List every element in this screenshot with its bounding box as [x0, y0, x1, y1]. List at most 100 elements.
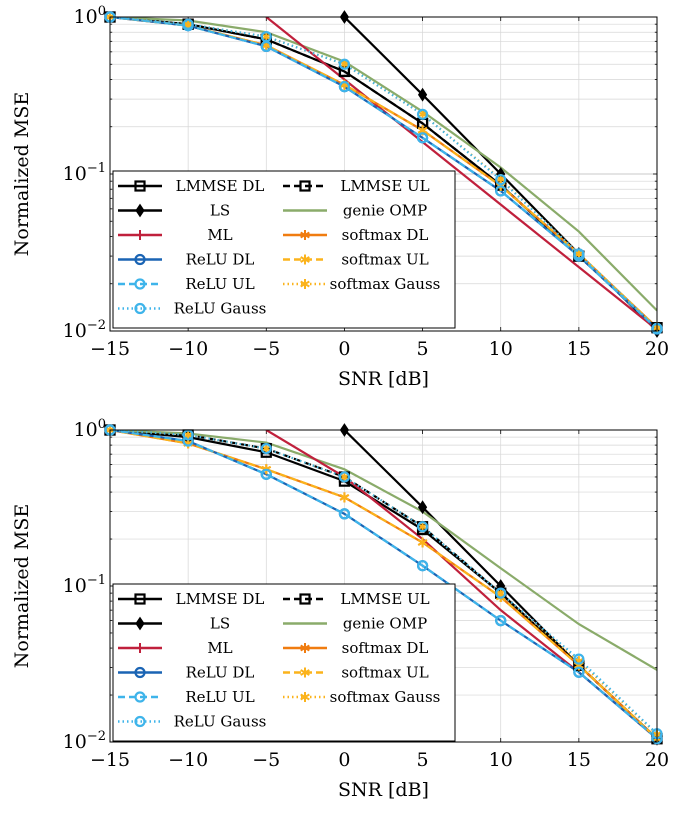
legend: LMMSE DL LMMSE UL LS genie OMP ML softmax DL R… — [112, 170, 456, 329]
series-10-point — [416, 521, 429, 533]
x-tick-label: 15 — [567, 338, 591, 360]
legend-entry-label: softmax Gauss — [330, 275, 441, 293]
plot-frame — [109, 16, 658, 332]
y-tick-exponent: −2 — [87, 729, 106, 744]
y-axis-label: Normalized MSE — [11, 504, 33, 668]
legend-swatch-marker — [134, 715, 146, 728]
series-8-point — [416, 132, 429, 144]
legend-entry-label: softmax UL — [341, 664, 428, 682]
legend-swatch-marker — [134, 278, 146, 290]
series-10-point — [573, 653, 585, 665]
legend-entry-label: ReLU UL — [185, 688, 254, 706]
legend-box — [112, 583, 456, 742]
legend-entry-label: ML — [207, 639, 232, 657]
x-tick-label: 20 — [645, 749, 669, 771]
plot-frame — [109, 429, 658, 743]
y-tick-base: 10 — [74, 6, 98, 28]
y-tick-label: 10−1 — [63, 573, 106, 597]
legend-swatch-marker — [300, 643, 310, 653]
legend-entry-label: LS — [210, 615, 230, 633]
series-10-point — [495, 174, 507, 186]
series-8-point — [338, 81, 351, 93]
y-tick-exponent: −2 — [87, 318, 106, 333]
plot-area — [110, 17, 657, 331]
y-tick-label: 100 — [74, 417, 106, 441]
series-10-point — [338, 471, 351, 483]
y-tick-base: 10 — [74, 419, 98, 441]
legend-swatch-marker — [134, 180, 146, 192]
legend-entry-label: genie OMP — [343, 615, 427, 633]
legend-swatch-marker — [299, 180, 311, 192]
legend-entry-label: LMMSE DL — [176, 590, 265, 608]
series-9-point — [574, 248, 584, 259]
series-10-point — [260, 442, 272, 455]
legend-swatch-marker — [135, 616, 145, 631]
legend-swatch-marker — [134, 666, 146, 679]
legend-entry-label: softmax UL — [341, 251, 428, 269]
series-9-point — [417, 521, 428, 532]
plot-area — [110, 430, 657, 740]
legend-entry-label: ReLU UL — [185, 275, 254, 293]
y-tick-base: 10 — [63, 320, 87, 342]
legend-entry-label: softmax DL — [342, 639, 429, 657]
legend: LMMSE DL LMMSE UL LS genie OMP ML softmax DL R… — [112, 583, 456, 742]
series-8-point — [260, 468, 272, 480]
legend-entry-label: LS — [210, 202, 230, 220]
legend-entry-label: ML — [207, 226, 232, 244]
x-tick-label: 5 — [417, 749, 429, 771]
series-10-point — [260, 31, 272, 43]
x-tick-label: −15 — [90, 749, 130, 771]
series-10-point — [338, 58, 351, 70]
legend-entry-label: LMMSE UL — [340, 177, 429, 195]
series-line-8 — [110, 430, 657, 740]
y-tick-exponent: 0 — [98, 4, 106, 19]
series-line-4 — [265, 17, 657, 331]
legend-swatch-marker — [300, 692, 310, 702]
series-8-point — [338, 508, 351, 520]
legend-swatch-marker — [135, 230, 145, 240]
y-tick-base: 10 — [63, 731, 87, 753]
series-2-point — [417, 500, 428, 515]
legend-entry-label: genie OMP — [343, 202, 427, 220]
x-axis-label: SNR [dB] — [338, 779, 429, 801]
series-10-point — [573, 248, 585, 260]
series-9-point — [183, 19, 193, 30]
series-9-point — [261, 443, 272, 454]
series-line-1 — [110, 430, 657, 740]
legend-entry-label: ReLU Gauss — [174, 300, 267, 318]
series-line-3 — [110, 430, 657, 671]
x-tick-label: −5 — [252, 338, 280, 360]
legend-entry-label: LMMSE UL — [340, 590, 429, 608]
legend-entry-label: softmax DL — [342, 226, 429, 244]
y-tick-label: 10−1 — [63, 161, 106, 185]
series-8-point — [495, 185, 507, 197]
legend-entry-label: LMMSE DL — [176, 177, 265, 195]
series-8-point — [495, 615, 507, 627]
y-tick-exponent: 0 — [98, 417, 106, 432]
legend-entry-label: ReLU DL — [186, 251, 255, 269]
legend-swatch-marker — [135, 643, 145, 653]
series-9-point — [417, 109, 428, 120]
legend-box — [112, 170, 456, 329]
x-axis-label: SNR [dB] — [338, 368, 429, 390]
series-8-point — [573, 666, 585, 678]
legend-entry-label: softmax Gauss — [330, 688, 441, 706]
series-10-point — [182, 18, 194, 30]
markers — [104, 423, 663, 746]
legend-swatch-marker — [135, 203, 145, 218]
series-9-point — [261, 31, 272, 42]
series-line-8 — [110, 17, 657, 330]
y-tick-base: 10 — [63, 575, 87, 597]
legend-swatch-marker — [299, 593, 311, 605]
y-tick-base: 10 — [63, 163, 87, 185]
x-tick-label: −10 — [168, 338, 208, 360]
series-8-point — [416, 560, 429, 572]
x-tick-label: −15 — [90, 338, 130, 360]
legend-swatch-marker — [300, 667, 310, 678]
x-tick-label: 20 — [645, 338, 669, 360]
x-tick-label: 15 — [567, 749, 591, 771]
y-tick-label: 100 — [74, 4, 106, 28]
legend-swatch-marker — [134, 302, 146, 315]
